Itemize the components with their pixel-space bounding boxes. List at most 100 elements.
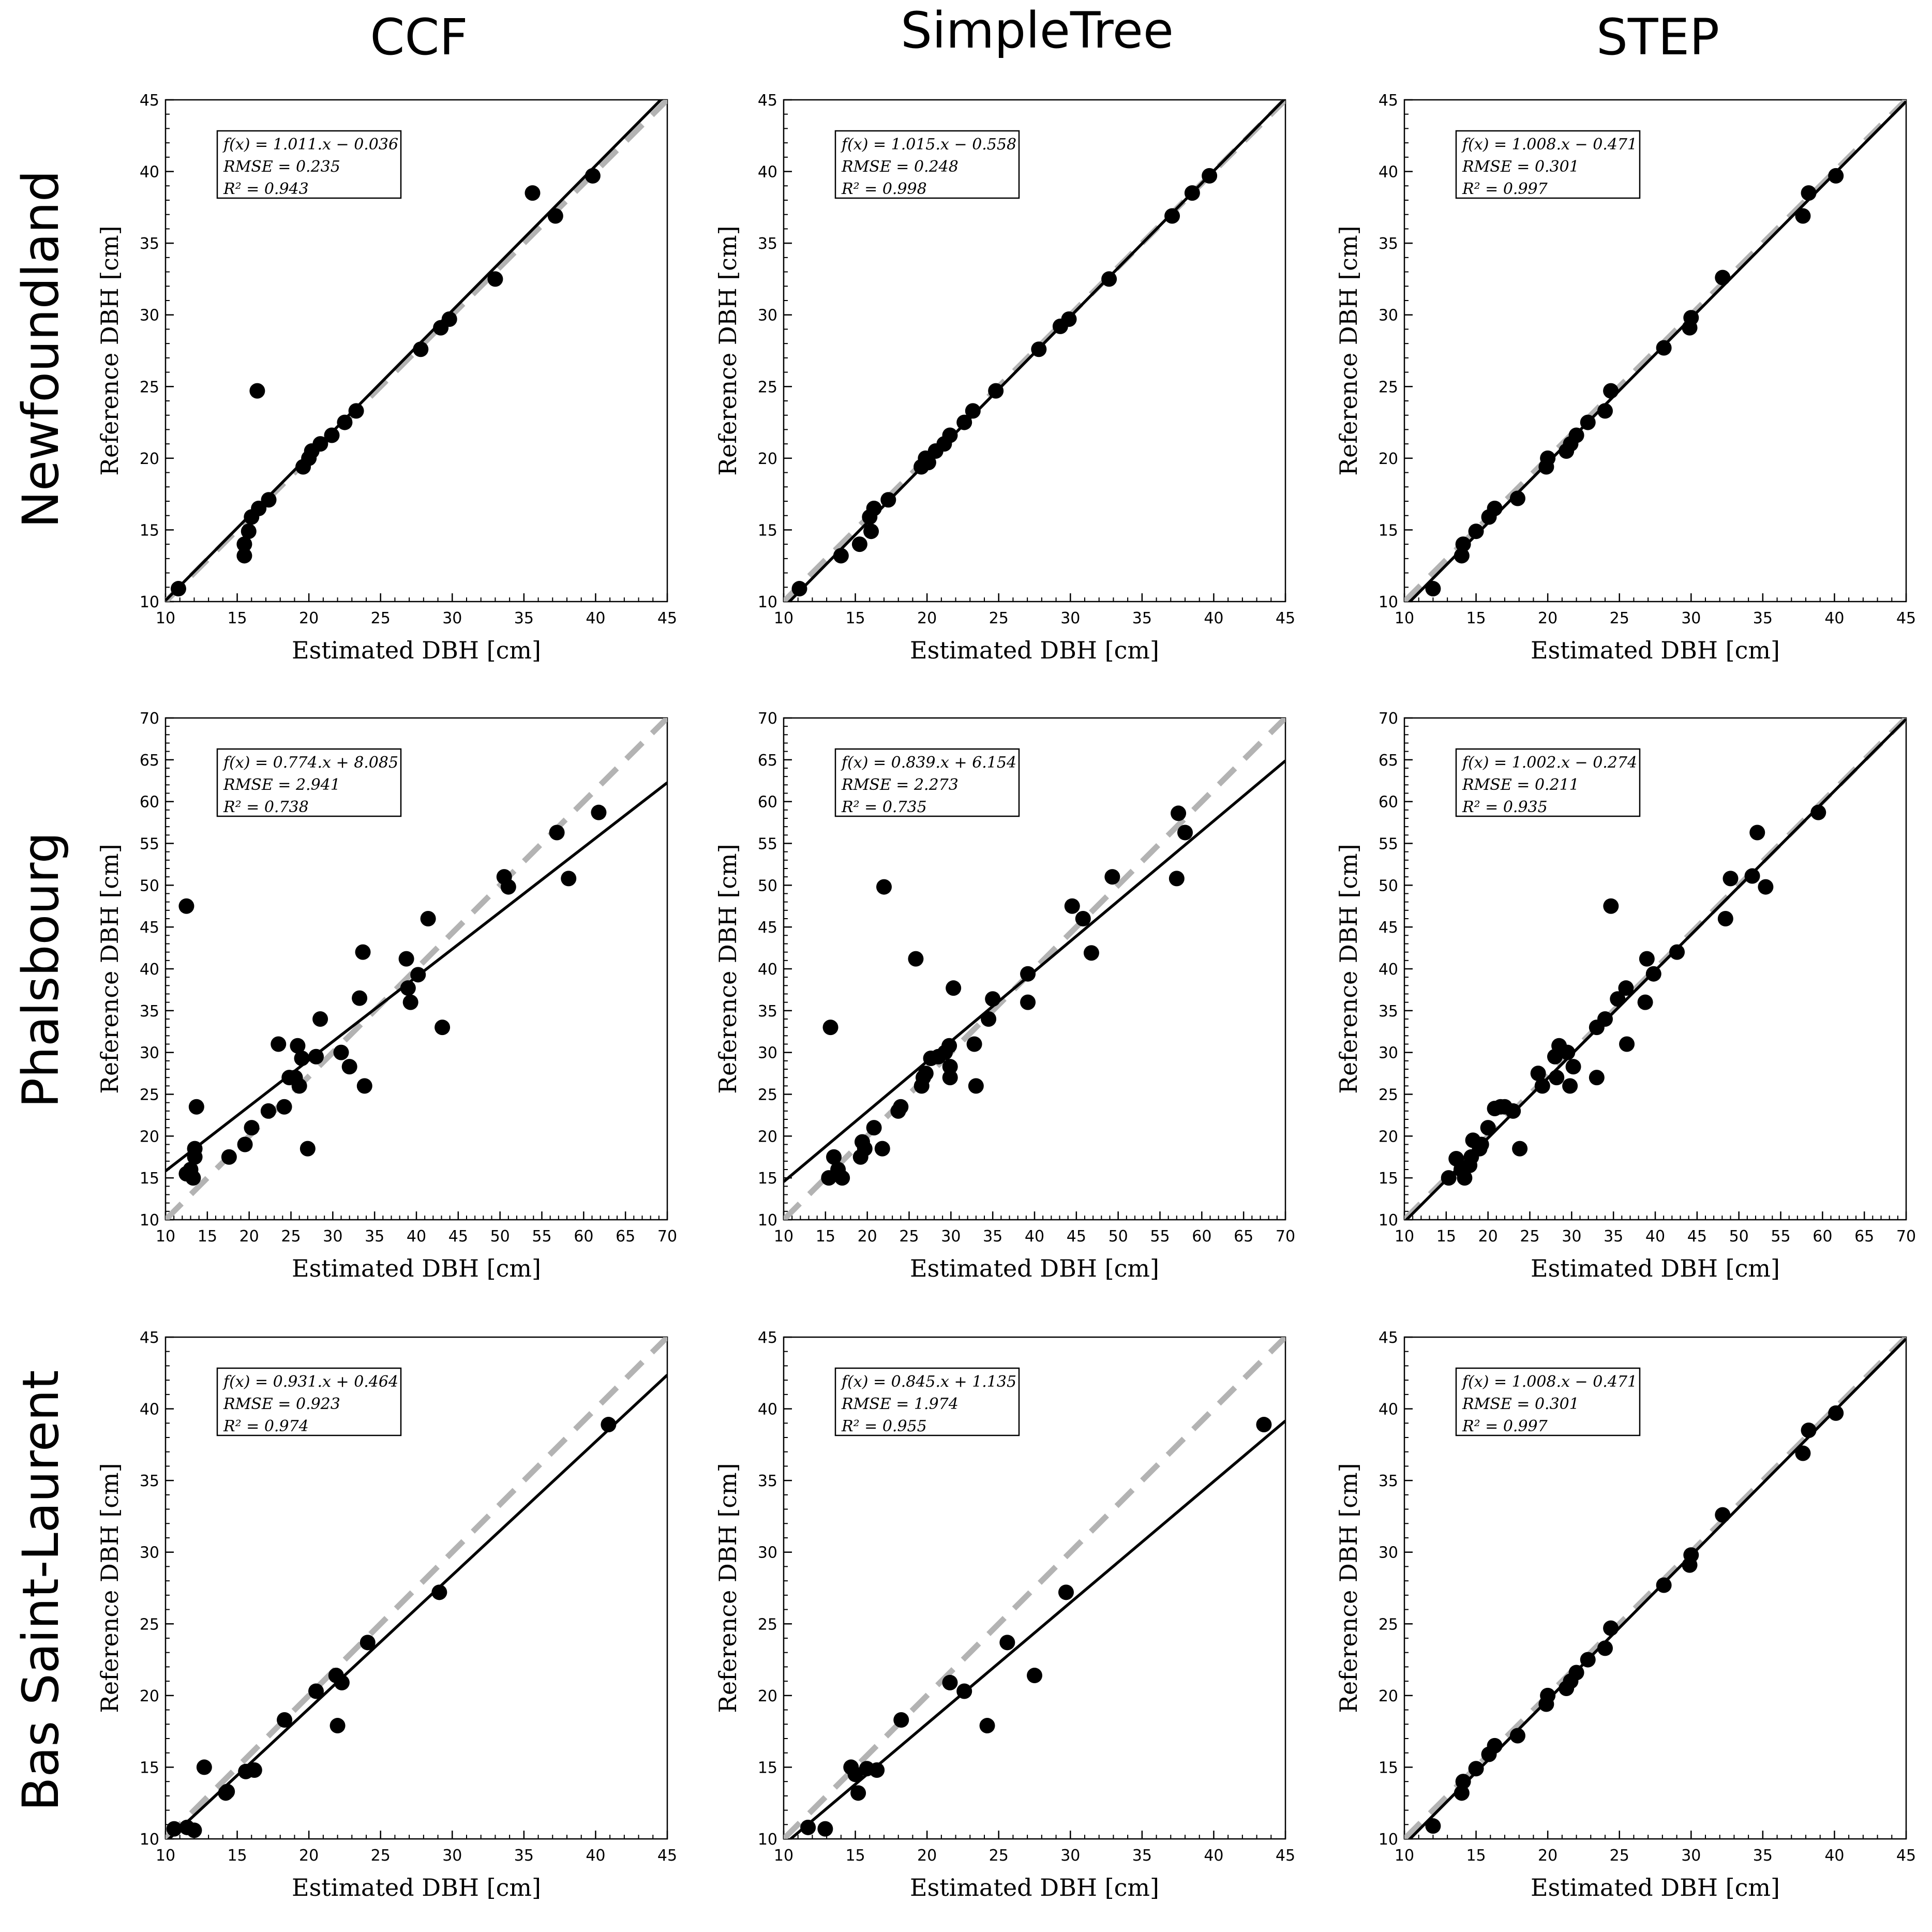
chart-newfoundland-step-point [1509, 490, 1525, 506]
chart-newfoundland-simpletree-annotation-line: R² = 0.998 [841, 180, 927, 198]
chart-phalsbourg-ccf-point [237, 1136, 253, 1152]
chart-newfoundland-step-point [1468, 523, 1484, 540]
chart-newfoundland-step-annotation-box [1455, 130, 1641, 199]
chart-newfoundland-simpletree-xtick-label: 15 [845, 609, 865, 627]
chart-newfoundland-ccf-point [241, 523, 257, 540]
chart-newfoundland-ccf-point [261, 492, 277, 508]
chart-phalsbourg-step-point [1534, 1078, 1550, 1094]
chart-newfoundland-step-ytick-label: 20 [1379, 450, 1398, 468]
chart-phalsbourg-simpletree-annotation-box [834, 748, 1020, 817]
chart-phalsbourg-ccf-point [352, 990, 368, 1006]
chart-newfoundland-simpletree-xtick-label: 45 [1276, 609, 1295, 627]
chart-bas-saint-laurent-step-point [1509, 1728, 1525, 1744]
chart-bas-saint-laurent-simpletree-ytick-label: 35 [758, 1472, 777, 1490]
chart-phalsbourg-simpletree-point [857, 1141, 873, 1157]
chart-bas-saint-laurent-step-point [1828, 1405, 1844, 1421]
chart-newfoundland-ccf-point [236, 536, 252, 552]
chart-bas-saint-laurent-simpletree-point [869, 1762, 885, 1778]
chart-bas-saint-laurent-step-annotation-line: f(x) = 1.008.x − 0.471 [1461, 1373, 1637, 1391]
chart-phalsbourg-ccf-point [260, 1103, 276, 1119]
chart-bas-saint-laurent-simpletree-xtick-label: 10 [774, 1847, 793, 1865]
chart-phalsbourg-step-point [1717, 911, 1733, 926]
chart-newfoundland-step-ytick-label: 15 [1379, 521, 1398, 540]
chart-newfoundland-ccf-xlabel: Estimated DBH [cm] [292, 636, 541, 664]
chart-phalsbourg-simpletree-point [1064, 898, 1080, 914]
chart-bas-saint-laurent-step-ytick-label: 25 [1379, 1615, 1398, 1634]
chart-bas-saint-laurent-ccf-xlabel: Estimated DBH [cm] [292, 1874, 541, 1901]
chart-bas-saint-laurent-simpletree-xtick-label: 30 [1060, 1847, 1080, 1865]
chart-phalsbourg-simpletree-ytick-label: 25 [758, 1086, 777, 1104]
chart-newfoundland-simpletree-ytick-label: 35 [758, 235, 777, 253]
chart-phalsbourg-simpletree-xtick-label: 20 [858, 1227, 877, 1246]
chart-bas-saint-laurent-simpletree-point [979, 1718, 995, 1734]
chart-bas-saint-laurent-simpletree-point [1058, 1584, 1074, 1600]
chart-phalsbourg-simpletree-point [1169, 871, 1185, 887]
chart-phalsbourg-step-minor-ticks [1404, 726, 1898, 1220]
chart-phalsbourg-ccf-point [271, 1036, 287, 1052]
chart-bas-saint-laurent-simpletree-point [817, 1821, 833, 1837]
chart-newfoundland-ccf-annotation-line: R² = 0.943 [223, 180, 309, 198]
chart-newfoundland-ccf-ytick-label: 40 [140, 163, 159, 182]
chart-newfoundland-simpletree-ytick-label: 15 [758, 521, 777, 540]
chart-phalsbourg-simpletree-annotation-line: RMSE = 2.273 [841, 776, 958, 794]
chart-newfoundland-simpletree-ytick-label: 40 [758, 163, 777, 182]
chart-phalsbourg-simpletree-point [866, 1120, 882, 1136]
chart-phalsbourg-simpletree-annotation-line: f(x) = 0.839.x + 6.154 [841, 754, 1016, 772]
chart-phalsbourg-step-xtick-label: 20 [1478, 1227, 1498, 1246]
chart-newfoundland-simpletree-frame [783, 99, 1286, 603]
chart-bas-saint-laurent-step-annotation-line: R² = 0.997 [1462, 1417, 1548, 1435]
chart-phalsbourg-step-xtick-label: 60 [1813, 1227, 1832, 1246]
chart-bas-saint-laurent-step-point [1795, 1445, 1811, 1461]
chart-phalsbourg-step-point [1639, 951, 1655, 967]
chart-newfoundland-simpletree-xtick-label: 20 [917, 609, 937, 627]
chart-phalsbourg-step-xtick-label: 45 [1687, 1227, 1707, 1246]
chart-newfoundland-simpletree-xtick-label: 30 [1060, 609, 1080, 627]
chart-bas-saint-laurent-simpletree-xtick-label: 15 [845, 1847, 865, 1865]
chart-newfoundland-ccf-annotation-line: RMSE = 0.235 [223, 158, 340, 176]
chart-bas-saint-laurent-ccf-point [601, 1417, 617, 1433]
chart-newfoundland-ccf-xtick-label: 15 [227, 609, 247, 627]
chart-newfoundland-step-point [1828, 168, 1844, 184]
chart-phalsbourg-simpletree-ytick-label: 40 [758, 961, 777, 979]
chart-phalsbourg-ccf-point [402, 994, 418, 1010]
chart-phalsbourg-simpletree-minor-ticks [784, 726, 1278, 1220]
chart-phalsbourg-simpletree-point [1177, 825, 1193, 841]
chart-phalsbourg-simpletree-point [893, 1099, 909, 1115]
column-titles: CCF SimpleTree STEP [370, 2, 1719, 66]
chart-bas-saint-laurent-simpletree-xtick-label: 40 [1204, 1847, 1223, 1865]
chart-phalsbourg-ccf-point [244, 1120, 260, 1136]
chart-bas-saint-laurent-step-annotation-box [1455, 1367, 1641, 1436]
chart-newfoundland-simpletree-fit-line [787, 100, 1285, 602]
chart-bas-saint-laurent-ccf-identity-line [166, 1337, 667, 1839]
chart-phalsbourg-ccf-xtick-label: 20 [239, 1227, 259, 1246]
chart-phalsbourg-simpletree-point [985, 991, 1001, 1007]
chart-bas-saint-laurent-ccf-annotation-line: R² = 0.974 [223, 1417, 309, 1435]
chart-newfoundland-ccf-point [324, 427, 340, 443]
chart-phalsbourg-ccf-ytick-label: 35 [140, 1002, 159, 1021]
chart-newfoundland-step-frame [1403, 99, 1907, 603]
chart-bas-saint-laurent-ccf-ytick-label: 15 [140, 1759, 159, 1777]
chart-phalsbourg-ccf-ytick-label: 30 [140, 1044, 159, 1062]
chart-phalsbourg-ccf-point [420, 911, 436, 926]
chart-phalsbourg-ccf-xtick-label: 45 [448, 1227, 468, 1246]
row-title-phalsbourg: Phalsbourg [12, 832, 70, 1107]
chart-newfoundland-step-ylabel: Reference DBH [cm] [1335, 226, 1362, 475]
chart-bas-saint-laurent-ccf-point [308, 1683, 324, 1699]
chart-phalsbourg-step-point [1618, 980, 1634, 996]
chart-phalsbourg-ccf-annotation-line: R² = 0.738 [223, 798, 309, 816]
chart-newfoundland-simpletree-ytick-label: 30 [758, 307, 777, 325]
chart-phalsbourg-ccf-minor-ticks [166, 726, 660, 1220]
chart-newfoundland-step-annotation-line: f(x) = 1.008.x − 0.471 [1461, 136, 1637, 154]
chart-bas-saint-laurent-simpletree-xtick-label: 25 [989, 1847, 1009, 1865]
chart-phalsbourg-step-xtick-label: 35 [1604, 1227, 1623, 1246]
chart-newfoundland-step-ytick-label: 40 [1379, 163, 1398, 182]
chart-bas-saint-laurent-ccf-annotation-box [216, 1367, 402, 1436]
column-title-step: STEP [1596, 8, 1719, 66]
chart-phalsbourg-simpletree-xtick-label: 50 [1109, 1227, 1128, 1246]
chart-phalsbourg-simpletree-ytick-label: 50 [758, 877, 777, 895]
chart-newfoundland-step-xtick-label: 35 [1753, 609, 1773, 627]
chart-newfoundland-step-xlabel: Estimated DBH [cm] [1531, 636, 1780, 664]
chart-phalsbourg-ccf-ytick-label: 20 [140, 1128, 159, 1146]
chart-phalsbourg-simpletree-ytick-label: 45 [758, 919, 777, 937]
chart-phalsbourg-step-point [1512, 1141, 1528, 1157]
